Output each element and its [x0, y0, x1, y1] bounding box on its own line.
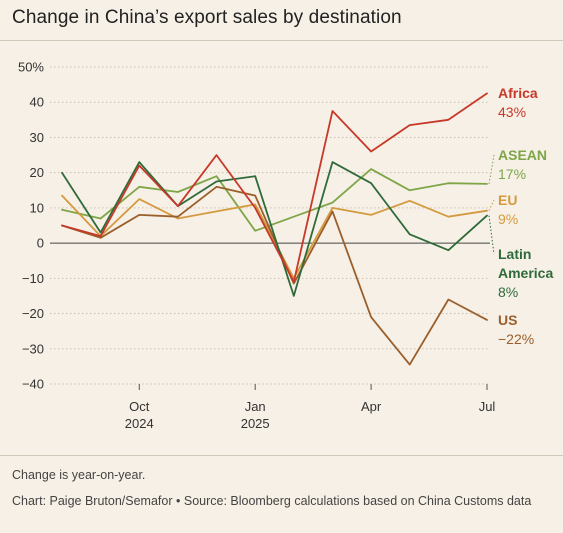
- y-tick-label: −10: [22, 271, 44, 286]
- label-leader: [488, 215, 495, 255]
- series-name-label: EU: [498, 192, 517, 208]
- x-axis-tick-labels: Oct 2024 Jan 2025 Apr Jul: [125, 384, 496, 431]
- footer-divider: [0, 455, 563, 456]
- line-chart: 50% 40 30 20 10 0 −10 −20 −30 −40 Oct 2024 Jan 2025 A…: [18, 60, 554, 432]
- series-value-label: 9%: [498, 211, 518, 227]
- series-name-label: America: [498, 265, 553, 281]
- series-line-latin-america: [61, 161, 488, 297]
- y-tick-label: 30: [30, 130, 44, 145]
- series-name-label: Latin: [498, 246, 531, 262]
- chart-note: Change is year-on-year.: [12, 468, 146, 482]
- series-lines: [61, 92, 488, 366]
- series-name-label: Africa: [498, 85, 538, 101]
- series-value-label: −22%: [498, 331, 534, 347]
- credit-source: Source: Bloomberg calculations based on …: [183, 494, 532, 508]
- y-tick-label: 50%: [18, 60, 44, 75]
- chart-credit: Chart: Paige Bruton/Semafor • Source: Bl…: [12, 492, 552, 510]
- credit-author: Chart: Paige Bruton/Semafor: [12, 494, 173, 508]
- y-tick-label: −30: [22, 341, 44, 356]
- x-tick-label: Jul: [479, 399, 496, 414]
- series-line-us: [61, 185, 488, 366]
- y-tick-label: 20: [30, 165, 44, 180]
- title-divider: [0, 40, 563, 41]
- chart-title: Change in China’s export sales by destin…: [12, 7, 402, 28]
- credit-separator: •: [175, 494, 181, 508]
- y-tick-label: 0: [37, 236, 44, 251]
- y-tick-label: 40: [30, 95, 44, 110]
- label-leader: [488, 154, 495, 185]
- series-name-label: ASEAN: [498, 147, 547, 163]
- series-value-label: 43%: [498, 104, 526, 120]
- x-tick-label: Apr: [361, 399, 382, 414]
- x-tick-sublabel: 2025: [241, 416, 270, 431]
- y-tick-label: −40: [22, 377, 44, 392]
- x-tick-sublabel: 2024: [125, 416, 154, 431]
- label-leader: [488, 199, 495, 211]
- series-line-africa: [61, 92, 488, 283]
- x-tick-label: Jan: [245, 399, 266, 414]
- y-tick-label: 10: [30, 200, 44, 215]
- y-axis-tick-labels: 50% 40 30 20 10 0 −10 −20 −30 −40: [18, 60, 44, 392]
- x-tick-label: Oct: [129, 399, 150, 414]
- series-value-label: 8%: [498, 284, 518, 300]
- grid-lines: [50, 66, 490, 385]
- series-line-asean: [61, 168, 488, 232]
- end-labels: Africa 43% ASEAN 17% EU 9% Latin America 8% US −22…: [488, 85, 553, 347]
- series-value-label: 17%: [498, 166, 526, 182]
- series-name-label: US: [498, 312, 517, 328]
- y-tick-label: −20: [22, 306, 44, 321]
